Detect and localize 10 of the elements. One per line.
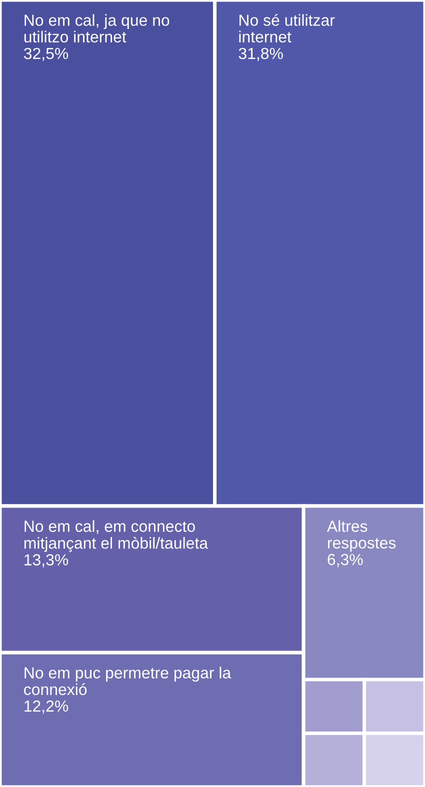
category-label: No em puc permetre pagar la connexió bbox=[24, 666, 232, 696]
category-label: No em cal, em connecto mitjançant el mòbil/tauleta bbox=[24, 520, 208, 552]
data-label: 6,3% bbox=[328, 554, 363, 568]
category-label: No sé utilitzar internet bbox=[239, 14, 335, 43]
data-label: 31,8% bbox=[238, 48, 283, 62]
data-label: 32,5% bbox=[24, 48, 68, 62]
category-label: Altres respostes bbox=[326, 520, 396, 552]
data-label: 13,3% bbox=[24, 554, 68, 568]
data-label: 12,2% bbox=[24, 700, 68, 714]
category-label: No em cal, ja que no utilitzo internet bbox=[24, 14, 170, 43]
